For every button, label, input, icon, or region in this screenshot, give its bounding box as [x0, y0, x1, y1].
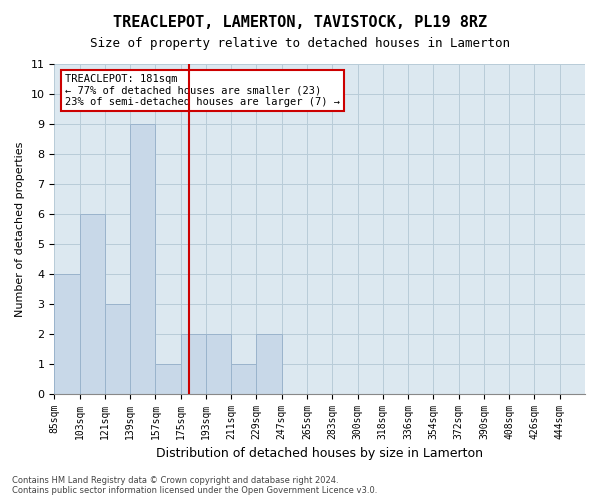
Bar: [206, 334, 231, 394]
Bar: [181, 334, 206, 394]
Bar: [105, 304, 130, 394]
Text: Contains HM Land Registry data © Crown copyright and database right 2024.
Contai: Contains HM Land Registry data © Crown c…: [12, 476, 377, 495]
Text: TREACLEPOT, LAMERTON, TAVISTOCK, PL19 8RZ: TREACLEPOT, LAMERTON, TAVISTOCK, PL19 8R…: [113, 15, 487, 30]
Text: TREACLEPOT: 181sqm
← 77% of detached houses are smaller (23)
23% of semi-detache: TREACLEPOT: 181sqm ← 77% of detached hou…: [65, 74, 340, 107]
Y-axis label: Number of detached properties: Number of detached properties: [15, 141, 25, 316]
Bar: [54, 274, 80, 394]
Bar: [80, 214, 105, 394]
Bar: [130, 124, 155, 394]
Bar: [155, 364, 181, 394]
X-axis label: Distribution of detached houses by size in Lamerton: Distribution of detached houses by size …: [156, 447, 483, 460]
Bar: [231, 364, 256, 394]
Bar: [256, 334, 282, 394]
Text: Size of property relative to detached houses in Lamerton: Size of property relative to detached ho…: [90, 38, 510, 51]
